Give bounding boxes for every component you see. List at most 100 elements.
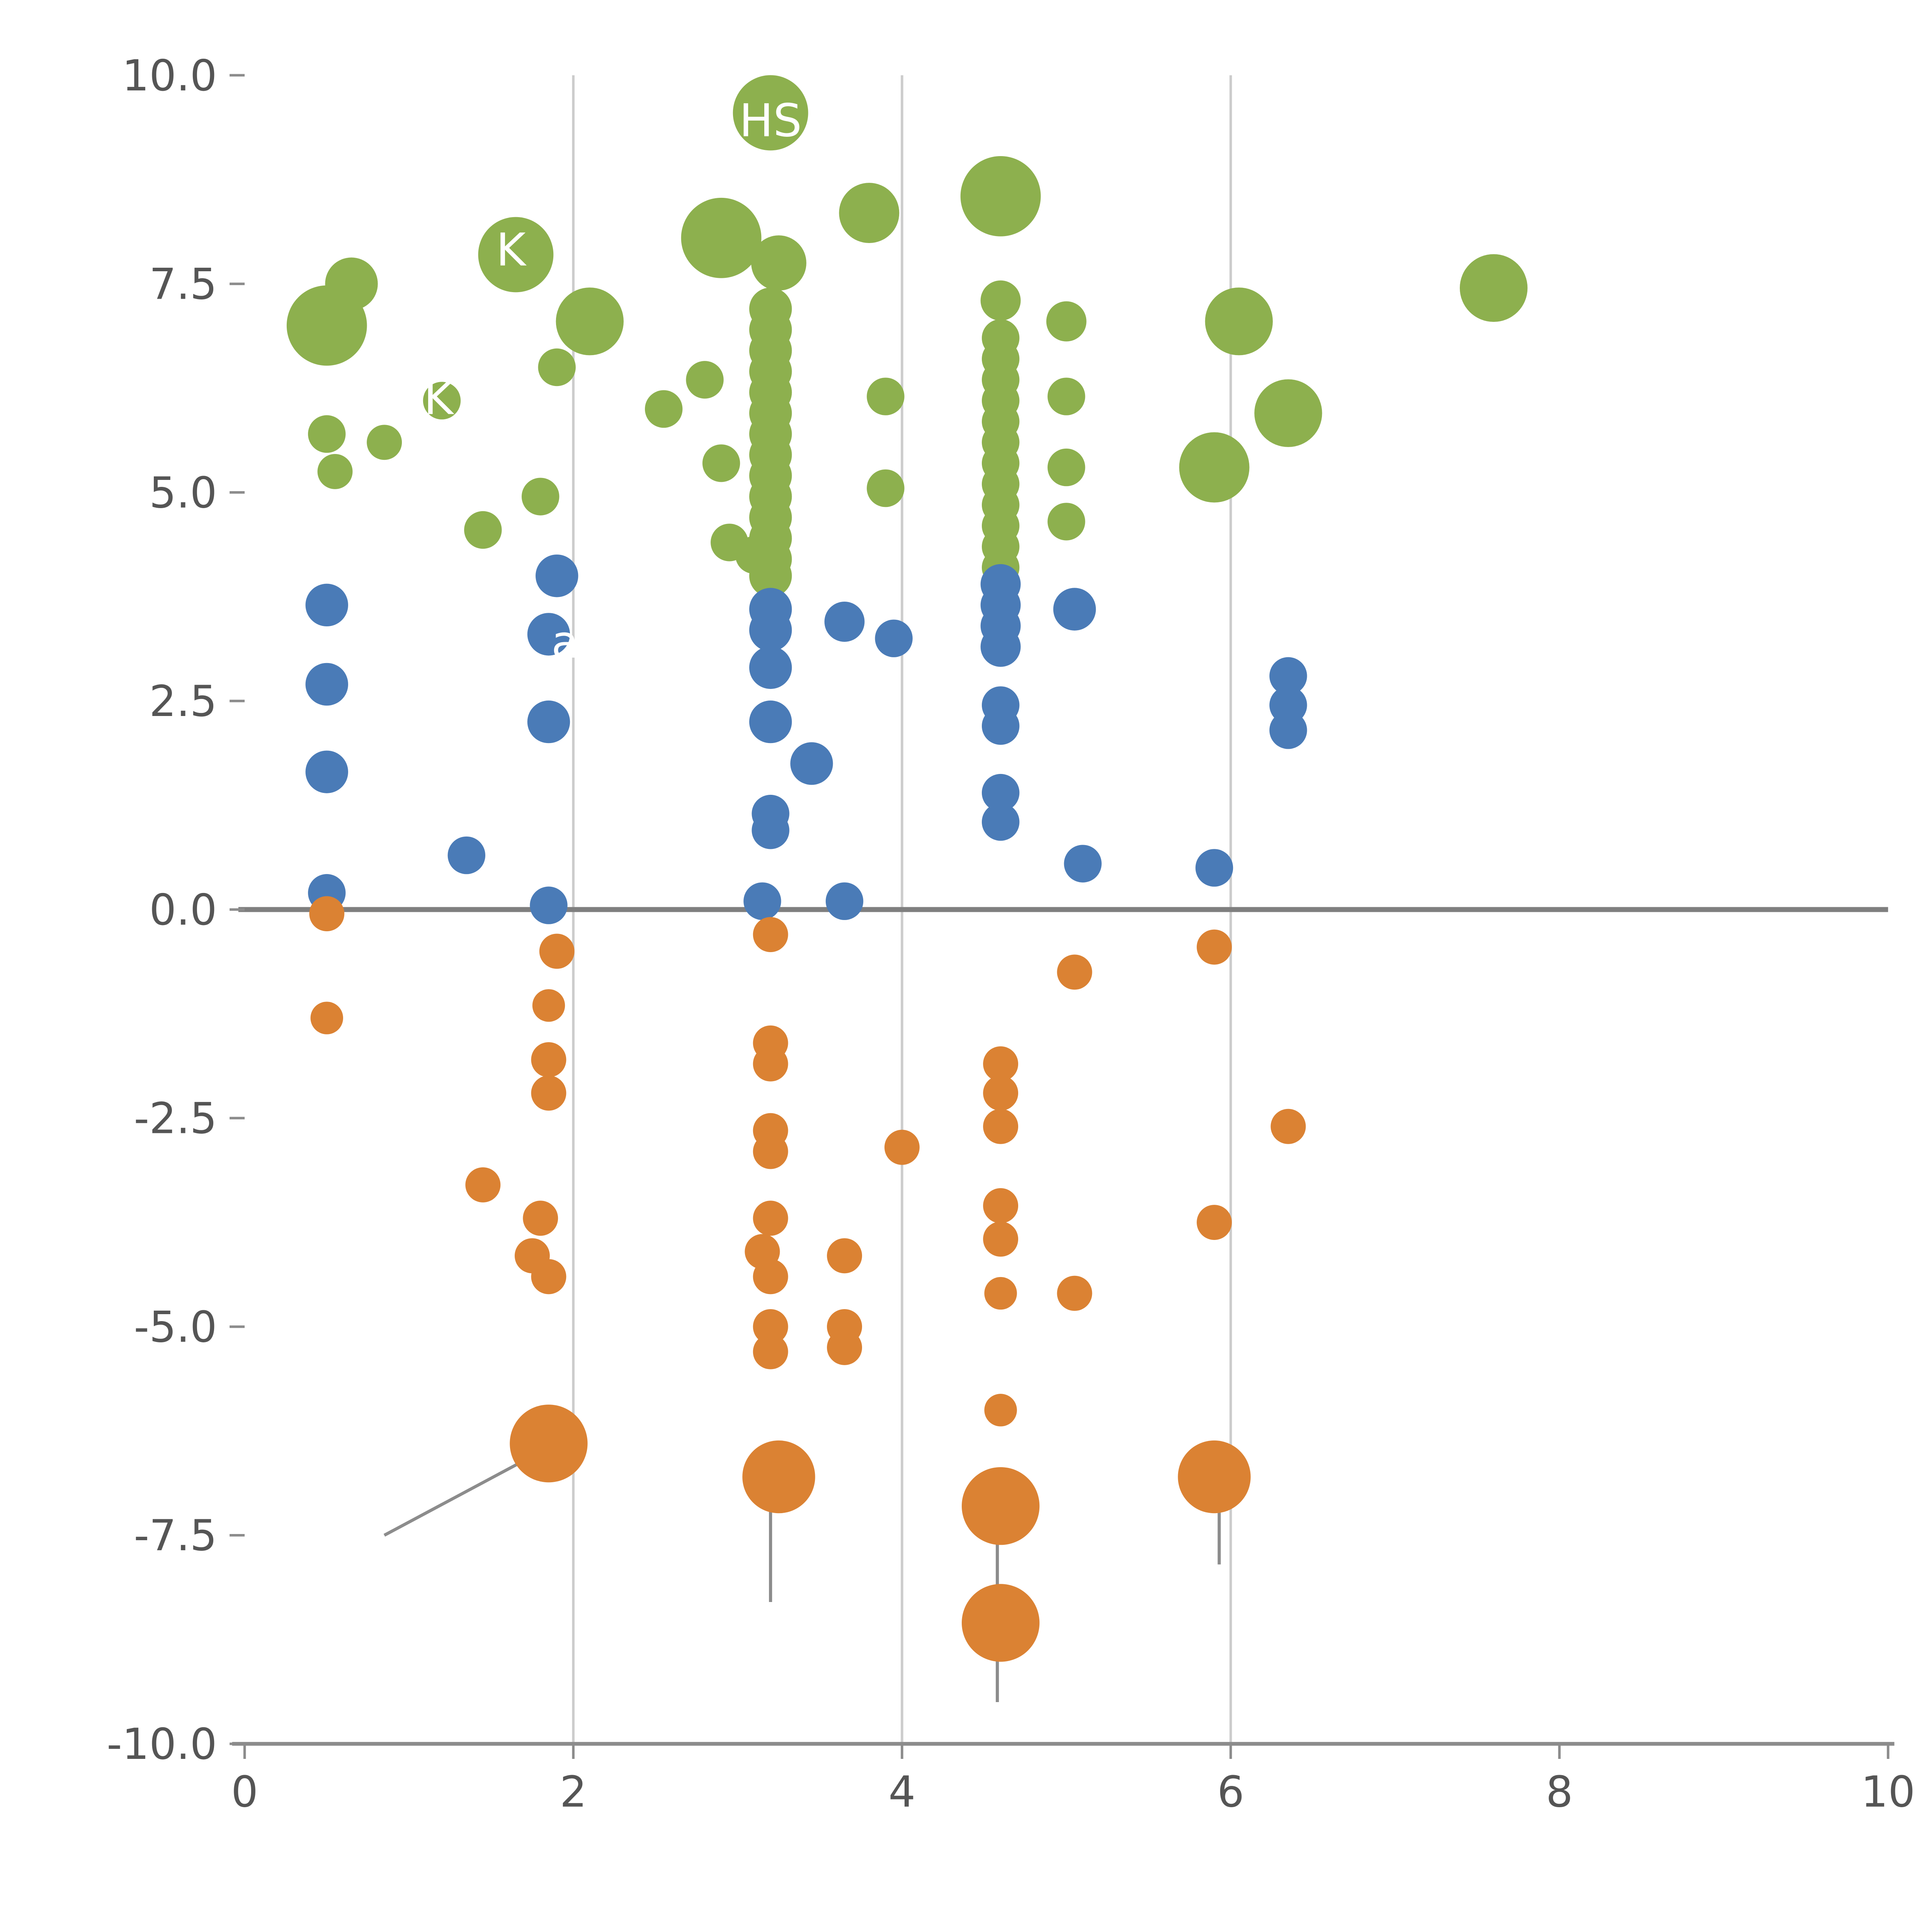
data-point-blue (752, 811, 789, 849)
data-point-blue (743, 882, 781, 920)
data-point-orange (532, 989, 565, 1022)
data-point-orange (753, 917, 788, 952)
data-point-blue (981, 803, 1020, 841)
data-point-green (751, 235, 806, 291)
data-point-blue (824, 602, 865, 642)
data-point-green (686, 361, 724, 399)
data-point-green (522, 478, 560, 515)
data-point-orange (531, 1075, 566, 1111)
data-point-green (1254, 379, 1322, 447)
data-point-green (1048, 378, 1085, 415)
y-tick-label: 7.5 (149, 260, 217, 310)
data-point-green (960, 156, 1041, 236)
data-point-green (1205, 287, 1273, 355)
data-point-blue (1195, 849, 1233, 887)
data-point-green (867, 378, 905, 415)
data-point-blue (530, 886, 568, 924)
data-point-orange (1057, 1276, 1092, 1311)
data-point-green (538, 348, 576, 386)
data-point-orange (742, 1440, 815, 1514)
bubble-label: K (496, 224, 527, 276)
data-point-orange (310, 1002, 343, 1034)
data-point-green (1179, 432, 1250, 503)
data-point-green (1046, 301, 1087, 342)
data-point-blue (875, 619, 913, 657)
data-point-green (308, 415, 346, 453)
data-point-orange (983, 1109, 1019, 1144)
data-point-orange (983, 1075, 1019, 1111)
data-point-orange (465, 1167, 501, 1202)
data-point-orange (753, 1134, 788, 1169)
data-point-orange (983, 1046, 1019, 1082)
data-point-blue (1064, 845, 1102, 883)
data-point-orange (1178, 1440, 1251, 1514)
data-point-orange (983, 1188, 1019, 1223)
data-point-orange (827, 1238, 862, 1274)
data-point-green (1048, 503, 1085, 541)
y-tick-label: -5.0 (134, 1303, 217, 1352)
data-point-orange (884, 1129, 920, 1165)
data-point-blue (305, 663, 348, 706)
data-point-green (702, 444, 740, 482)
data-point-orange (984, 1394, 1017, 1427)
data-point-blue (447, 836, 486, 874)
data-point-orange (539, 934, 575, 969)
data-point-green (423, 382, 461, 420)
y-tick-label: 5.0 (149, 468, 217, 518)
data-point-green (367, 425, 402, 460)
data-point-orange (1197, 929, 1232, 965)
data-point-blue (981, 707, 1020, 745)
data-point-blue (980, 626, 1021, 667)
data-point-blue (749, 646, 792, 689)
data-point-blue (527, 613, 570, 656)
data-point-green (464, 511, 502, 549)
data-point-orange (753, 1334, 788, 1369)
data-point-blue (1269, 711, 1307, 749)
y-tick-label: 10.0 (122, 51, 217, 101)
data-point-orange (531, 1042, 566, 1077)
data-point-orange (753, 1309, 788, 1344)
data-point-orange (753, 1259, 788, 1294)
data-point-orange (1057, 954, 1092, 990)
x-tick-label: 6 (1217, 1767, 1244, 1817)
data-point-orange (753, 1201, 788, 1236)
data-point-green (1048, 448, 1085, 486)
data-point-green (1459, 254, 1528, 322)
x-tick-label: 0 (231, 1767, 258, 1817)
x-tick-label: 8 (1546, 1767, 1573, 1817)
data-point-orange (753, 1046, 788, 1082)
data-point-green (556, 287, 624, 355)
data-point-orange (523, 1201, 558, 1236)
data-point-blue (305, 583, 348, 627)
data-point-green (317, 454, 353, 489)
data-point-orange (983, 1221, 1019, 1257)
data-point-blue (981, 774, 1020, 812)
data-point-orange (1270, 1109, 1306, 1144)
x-tick-label: 10 (1861, 1767, 1915, 1817)
data-point-blue (1053, 588, 1096, 631)
data-point-orange (984, 1277, 1017, 1310)
data-point-blue (1269, 657, 1307, 695)
y-tick-label: -10.0 (107, 1720, 217, 1769)
data-point-orange (510, 1405, 588, 1483)
data-point-green (645, 390, 683, 428)
x-tick-label: 4 (888, 1767, 915, 1817)
data-point-orange (961, 1584, 1040, 1662)
data-point-blue (305, 750, 348, 793)
data-point-green (867, 469, 905, 507)
data-point-green (749, 554, 792, 597)
annotation-line (383, 1450, 541, 1537)
y-tick-label: 2.5 (149, 677, 217, 726)
data-point-blue (749, 700, 792, 743)
data-point-blue (825, 882, 864, 920)
data-point-orange (1197, 1205, 1232, 1240)
x-tick-label: 2 (560, 1767, 587, 1817)
y-tick-label: 0.0 (149, 886, 217, 935)
data-point-green (733, 75, 808, 151)
data-point-orange (827, 1330, 862, 1365)
data-point-orange (531, 1259, 566, 1294)
data-point-blue (527, 700, 570, 743)
data-point-orange (309, 896, 345, 932)
